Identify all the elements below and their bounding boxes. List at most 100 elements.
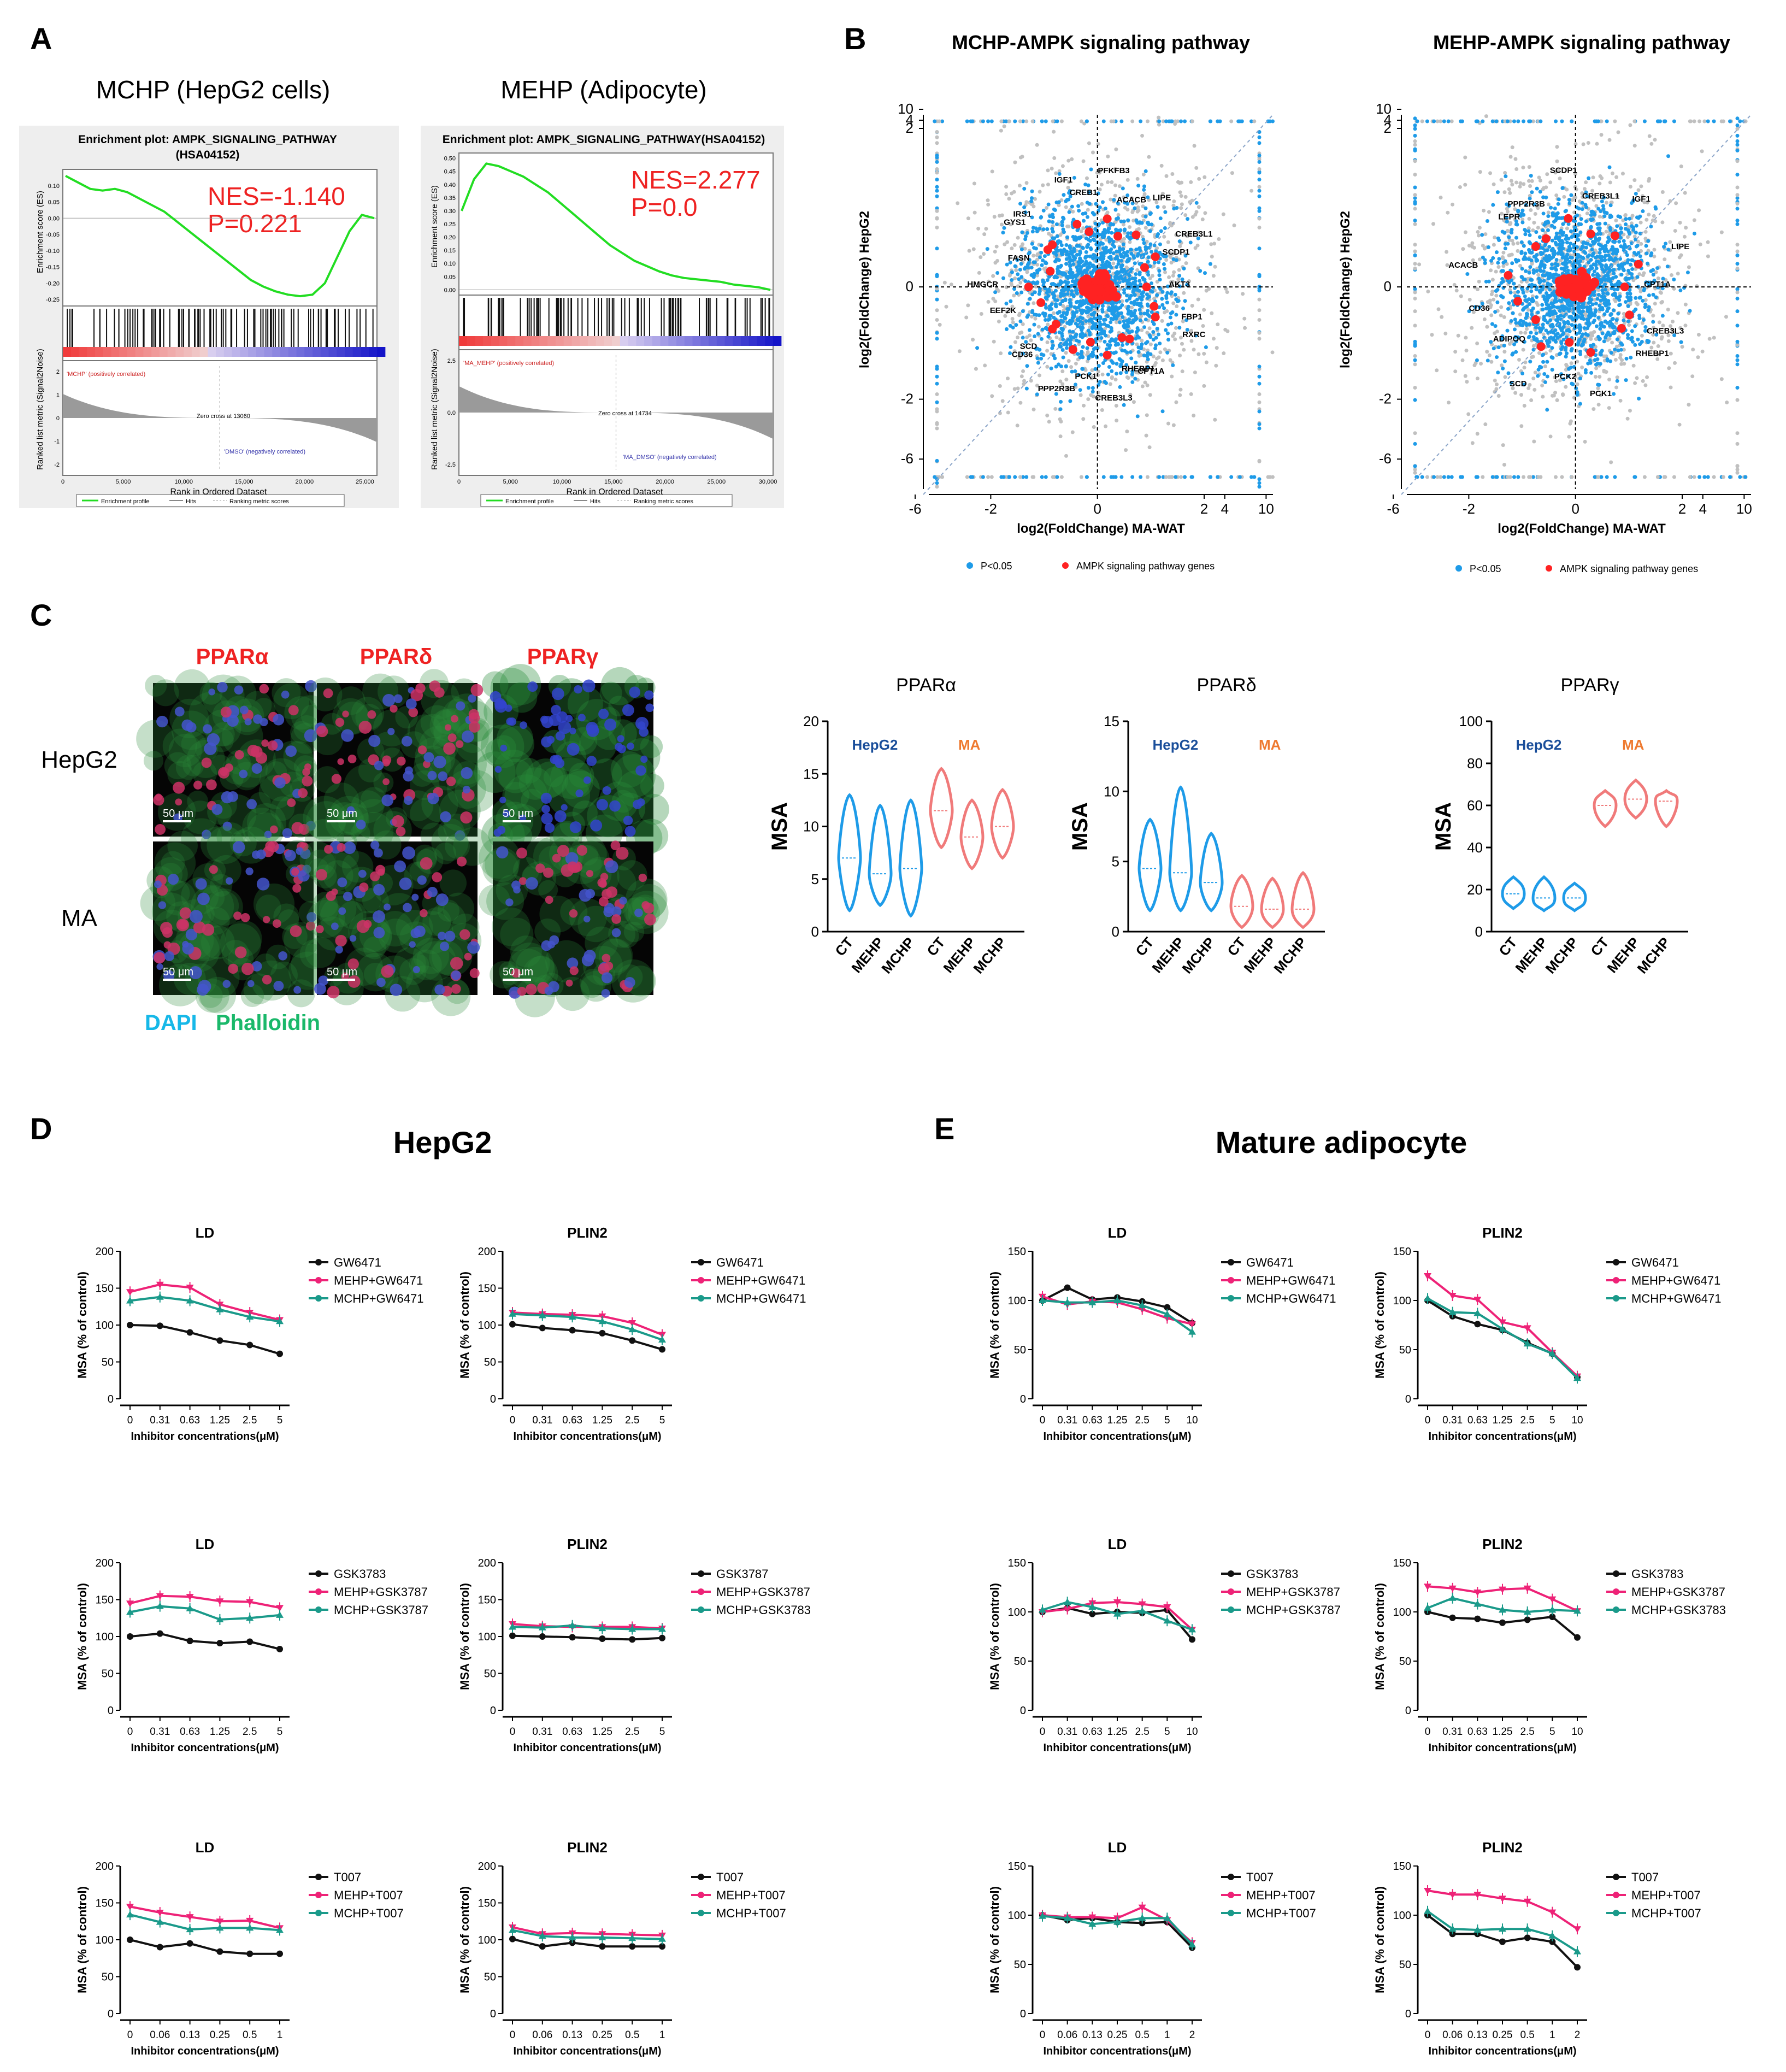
edge-point	[1257, 409, 1262, 414]
blue-point	[1036, 332, 1040, 336]
edge-point	[935, 154, 939, 158]
grey-point	[1483, 232, 1488, 237]
blue-point	[1203, 271, 1207, 275]
blue-point	[1019, 290, 1024, 295]
rank-bar-segment	[644, 336, 653, 346]
grey-point	[1635, 376, 1639, 380]
grey-point	[1522, 403, 1526, 408]
grey-point	[1178, 393, 1182, 397]
blue-point	[1010, 278, 1014, 282]
blue-point	[1143, 169, 1148, 173]
blue-point	[1113, 208, 1118, 212]
grey-point	[1179, 206, 1183, 210]
grey-point	[1164, 258, 1169, 262]
es-tick: -0.05	[46, 232, 60, 238]
grey-point	[1104, 424, 1108, 428]
blue-point	[1553, 240, 1558, 245]
grey-point	[1532, 439, 1536, 444]
blue-point	[1106, 372, 1110, 376]
grey-point	[1548, 434, 1553, 439]
blue-point	[1039, 215, 1043, 220]
blue-point	[1130, 313, 1135, 317]
grey-point	[1243, 326, 1247, 330]
blue-point	[1115, 217, 1119, 221]
blue-point	[1611, 316, 1615, 321]
grey-point	[1677, 422, 1682, 427]
grey-point	[1064, 454, 1069, 458]
blue-point	[1110, 231, 1114, 235]
blue-point	[1666, 154, 1671, 158]
grey-point	[1058, 434, 1063, 439]
grey-point	[1656, 344, 1660, 348]
es-tick: 0.00	[48, 215, 60, 222]
grey-point	[1069, 365, 1074, 369]
grey-point	[1230, 171, 1234, 175]
blue-point	[1076, 352, 1080, 356]
grey-point	[1604, 229, 1608, 234]
grey-point	[1631, 363, 1636, 368]
grey-point	[1010, 246, 1014, 251]
grey-point	[1678, 220, 1682, 225]
grey-point	[1576, 372, 1581, 376]
grey-point	[1435, 368, 1439, 373]
grey-point	[1128, 392, 1133, 397]
grey-point	[1171, 274, 1175, 278]
blue-point	[1208, 262, 1212, 266]
grey-point	[1017, 313, 1021, 317]
grey-point	[1536, 226, 1540, 230]
rank-bar-segment	[684, 336, 693, 346]
blue-point	[1083, 183, 1088, 187]
blue-point	[1109, 257, 1113, 261]
blue-point	[1489, 258, 1494, 263]
blue-point	[1520, 371, 1525, 375]
grey-point	[1066, 180, 1071, 184]
es-tick: 0.25	[444, 221, 456, 228]
blue-point	[1136, 328, 1140, 332]
es-tick: 0.10	[48, 183, 60, 190]
grey-point	[1676, 311, 1680, 315]
grey-point	[1013, 160, 1017, 164]
grey-point	[1651, 314, 1655, 318]
blue-point	[1523, 294, 1527, 298]
grey-point	[1176, 277, 1181, 281]
gene-point	[1151, 313, 1160, 322]
blue-point	[1030, 229, 1035, 234]
blue-point	[1051, 236, 1055, 240]
blue-point	[1080, 245, 1084, 250]
grey-point	[1000, 399, 1005, 403]
blue-point	[1030, 309, 1035, 313]
gene-label: ACACB	[1117, 195, 1146, 204]
grey-point	[1177, 268, 1181, 272]
blue-point	[1594, 308, 1598, 313]
blue-point	[1005, 327, 1009, 331]
blue-point	[1551, 356, 1555, 360]
edge-point	[1257, 246, 1262, 251]
edge-point	[1101, 475, 1106, 479]
grey-point	[1029, 202, 1034, 207]
blue-point	[1596, 232, 1600, 236]
blue-point	[1064, 364, 1068, 369]
grey-point	[1482, 208, 1486, 213]
blue-point	[1534, 325, 1538, 329]
es-curve	[65, 175, 375, 298]
blue-point	[1050, 346, 1054, 350]
blue-point	[1177, 239, 1182, 244]
grey-point	[1657, 320, 1661, 325]
rank-bar-segment	[248, 347, 257, 357]
grey-point	[1613, 299, 1618, 303]
rank-bar-segment	[337, 347, 345, 357]
grey-point	[1614, 175, 1619, 179]
grey-point	[1070, 430, 1075, 434]
grey-point	[1204, 360, 1209, 364]
blue-point	[1072, 175, 1076, 180]
blue-point	[1092, 268, 1096, 272]
blue-point	[1596, 226, 1600, 231]
blue-point	[1047, 219, 1051, 223]
grey-point	[1485, 325, 1489, 329]
gene-point	[1142, 282, 1151, 292]
edge-point	[1257, 225, 1262, 229]
grey-point	[1028, 333, 1032, 338]
blue-point	[1012, 287, 1017, 291]
grey-point	[1439, 196, 1443, 200]
grey-point	[1440, 315, 1444, 319]
